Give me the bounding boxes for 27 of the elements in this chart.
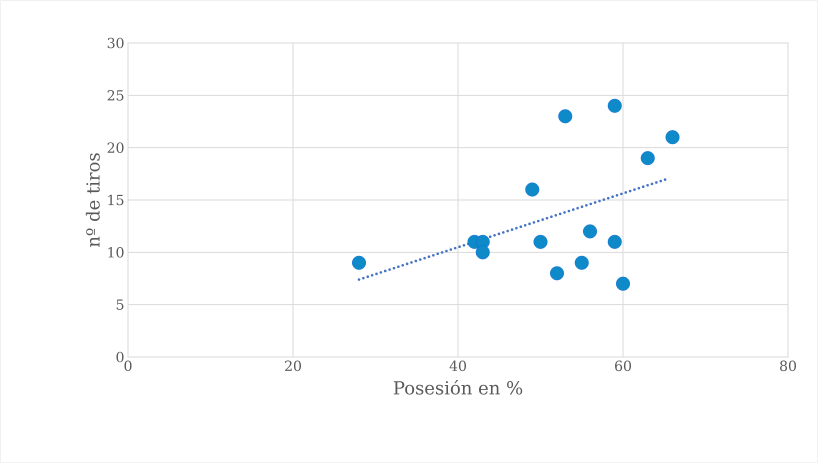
y-tick-label: 20 (108, 142, 124, 153)
point (608, 234, 622, 249)
point (534, 234, 548, 249)
point (525, 182, 540, 197)
point (666, 130, 680, 144)
y-axis-title: nº de tiros (86, 153, 100, 248)
point (583, 224, 598, 238)
y-tick-label: 25 (108, 90, 124, 101)
x-axis-title: Posesión en % (394, 380, 522, 395)
y-tick-label: 10 (108, 247, 124, 258)
x-tick-label: 0 (124, 360, 132, 372)
x-tick-label: 80 (780, 360, 796, 372)
x-tick-label: 40 (450, 360, 466, 372)
point (616, 276, 630, 291)
point (574, 256, 589, 270)
x-tick-label: 20 (285, 360, 301, 372)
y-tick-label: 0 (116, 352, 124, 362)
y-tick-label: 30 (108, 38, 124, 48)
x-tick-label: 60 (615, 360, 631, 372)
y-tick-label: 15 (108, 194, 124, 206)
point (608, 98, 622, 113)
point (476, 245, 490, 260)
point (558, 109, 572, 124)
y-tick-label: 5 (116, 299, 124, 310)
point (550, 266, 564, 280)
point (640, 151, 655, 166)
point (352, 256, 366, 270)
